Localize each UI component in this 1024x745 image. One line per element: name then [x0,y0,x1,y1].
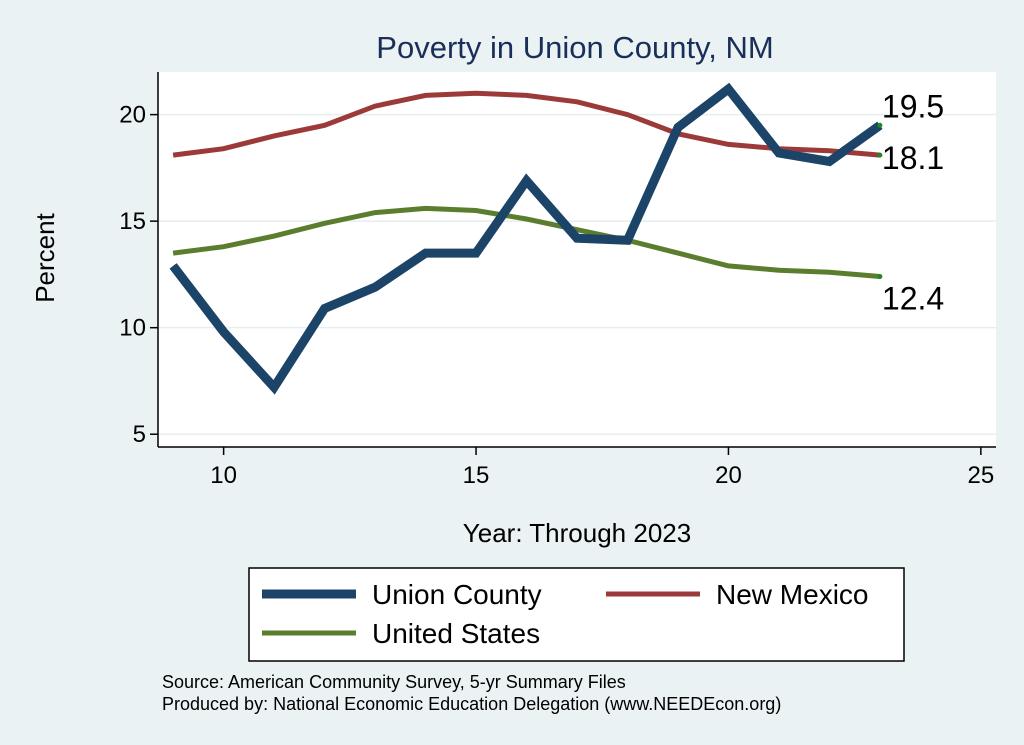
y-tick-label: 5 [133,421,146,448]
end-label-united-states: 12.4 [882,281,944,317]
gridlines [158,113,996,435]
series-line-union-county [169,82,883,395]
y-tick-label: 15 [119,208,146,235]
chart-title: Poverty in Union County, NM [376,30,773,65]
legend-label-united-states: United States [372,618,540,649]
legend-label-union-county: Union County [372,579,542,610]
x-tick-label: 25 [968,462,995,489]
end-label-union-county: 19.5 [882,88,944,124]
source-line-1: Source: American Community Survey, 5-yr … [162,672,626,692]
series-endpoint-united-states [877,274,883,280]
end-label-new-mexico: 18.1 [882,140,944,176]
x-axis-title: Year: Through 2023 [463,518,691,548]
end-labels: 19.5 18.1 12.4 [882,88,944,316]
series-line-united-states [172,205,881,279]
x-tick-label: 20 [715,462,742,489]
y-tick-label: 10 [119,315,146,342]
series-line-new-mexico [172,90,881,158]
axis-ticks: 5 10 15 20 10 15 20 25 [119,102,994,489]
plot-area [158,72,996,447]
series-endpoint-union-county [877,122,883,128]
legend-box [248,567,905,662]
series-endpoint-new-mexico [877,152,883,158]
legend-label-new-mexico: New Mexico [716,579,868,610]
source-line-2: Produced by: National Economic Education… [162,694,781,714]
legend: Union County New Mexico United States [262,579,868,649]
y-axis-title: Percent [30,212,60,302]
x-tick-label: 10 [210,462,237,489]
x-tick-label: 15 [463,462,490,489]
series-lines [169,82,883,395]
y-tick-label: 20 [119,102,146,129]
